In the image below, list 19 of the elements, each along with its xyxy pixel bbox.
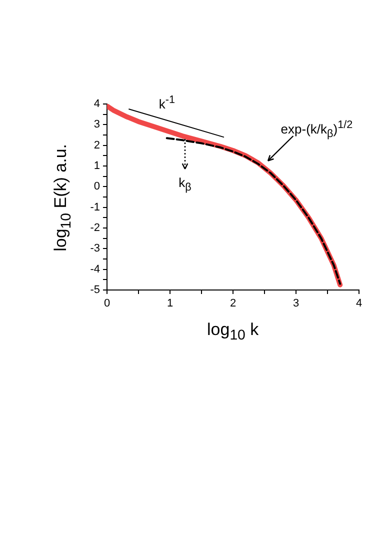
x-tick-label: 2 xyxy=(230,298,236,310)
annotation: k$^{-1}$ xyxy=(158,94,175,112)
x-tick-label: 4 xyxy=(356,298,362,310)
y-tick-label: 2 xyxy=(94,139,100,152)
y-tick-label: -4 xyxy=(90,263,100,276)
y-tick-label: 3 xyxy=(94,118,100,131)
x-tick-label: 1 xyxy=(166,298,174,310)
y-tick-label: 1 xyxy=(94,160,100,172)
y-tick-label: 4 xyxy=(94,98,100,110)
y-tick-label: -2 xyxy=(90,222,100,234)
annotation: k$_{β}$ xyxy=(178,175,192,194)
x-axis-title: log$_{10}$ k xyxy=(207,320,259,344)
y-tick-label: -3 xyxy=(90,242,100,255)
x-tick-label: 3 xyxy=(292,298,300,310)
y-tick-label: -5 xyxy=(90,284,100,296)
y-tick-label: -1 xyxy=(90,201,100,214)
annotation: exp-(k/k$_{β}$)$^{1/2}$ xyxy=(280,119,353,140)
x-tick-label: 0 xyxy=(104,298,110,310)
y-tick-label: 0 xyxy=(94,180,100,193)
